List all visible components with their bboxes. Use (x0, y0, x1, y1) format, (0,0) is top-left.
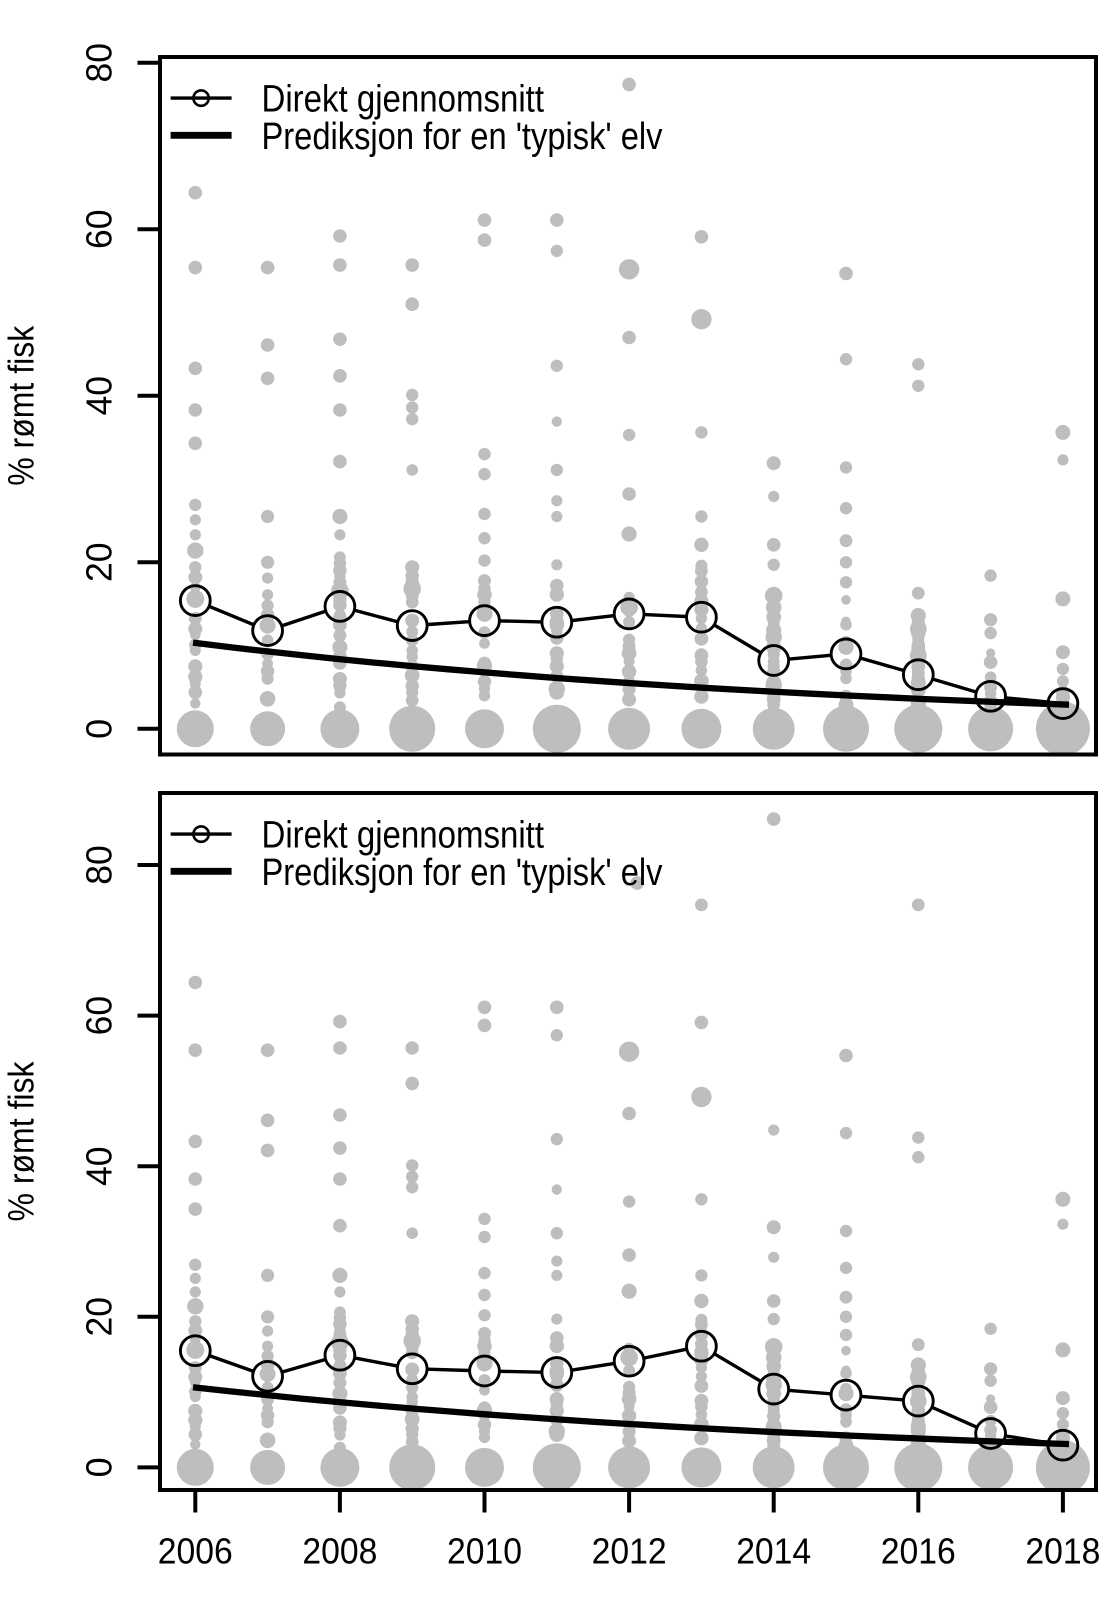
svg-text:2014: 2014 (736, 1531, 811, 1572)
svg-text:40: 40 (79, 1146, 120, 1186)
svg-text:20: 20 (79, 1297, 120, 1337)
svg-text:Prediksjon for en 'typisk' elv: Prediksjon for en 'typisk' elv (262, 852, 663, 894)
svg-text:60: 60 (79, 996, 120, 1036)
svg-text:20: 20 (79, 543, 120, 583)
svg-text:60: 60 (79, 210, 120, 250)
svg-text:% rømt fisk: % rømt fisk (1, 325, 42, 486)
svg-text:40: 40 (79, 376, 120, 416)
svg-text:2008: 2008 (302, 1531, 377, 1572)
svg-text:80: 80 (79, 845, 120, 885)
svg-text:2010: 2010 (447, 1531, 522, 1572)
svg-text:Prediksjon for en 'typisk' elv: Prediksjon for en 'typisk' elv (262, 116, 663, 158)
svg-text:2012: 2012 (592, 1531, 667, 1572)
svg-text:2006: 2006 (158, 1531, 233, 1572)
svg-text:2016: 2016 (881, 1531, 956, 1572)
svg-text:% rømt fisk: % rømt fisk (1, 1061, 42, 1222)
svg-text:Direkt gjennomsnitt: Direkt gjennomsnitt (262, 815, 545, 857)
svg-text:80: 80 (79, 43, 120, 83)
svg-text:0: 0 (79, 1457, 120, 1477)
svg-text:Direkt gjennomsnitt: Direkt gjennomsnitt (262, 79, 545, 121)
svg-text:2018: 2018 (1025, 1531, 1100, 1572)
svg-text:0: 0 (79, 719, 120, 739)
